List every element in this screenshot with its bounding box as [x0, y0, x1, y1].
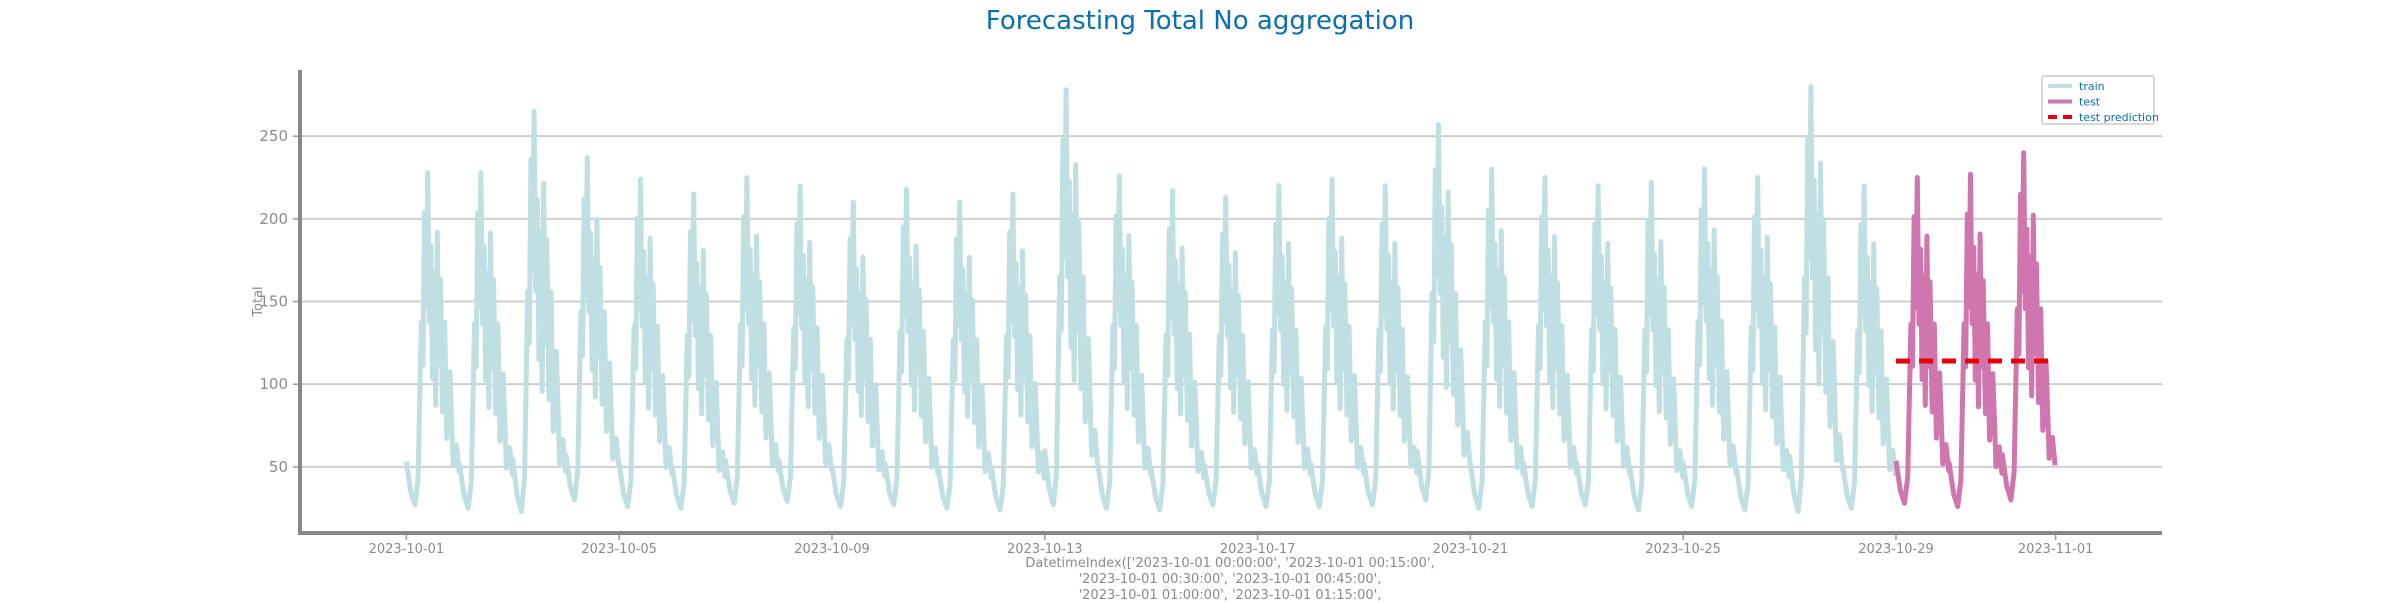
legend-label: test prediction: [2079, 111, 2159, 124]
y-tick-label: 250: [259, 127, 288, 145]
x-tick-label: 2023-10-17: [1220, 542, 1296, 557]
y-tick-label: 150: [259, 293, 288, 311]
x-tick-label: 2023-10-01: [369, 542, 445, 557]
x-axis-label-line-1: DatetimeIndex(['2023-10-01 00:00:00', '2…: [1025, 556, 1435, 571]
test-line: [1893, 150, 2058, 509]
chart-title: Forecasting Total No aggregation: [985, 6, 1415, 36]
legend-label: test: [2079, 96, 2101, 109]
x-tick-label: 2023-10-09: [794, 542, 870, 557]
x-tick-label: 2023-10-29: [1858, 542, 1934, 557]
x-axis-label-line-3: '2023-10-01 01:00:00', '2023-10-01 01:15…: [1078, 588, 1382, 603]
x-tick-label: 2023-10-25: [1645, 542, 1721, 557]
x-tick-label: 2023-10-21: [1433, 542, 1509, 557]
x-tick-label: 2023-11-01: [2018, 542, 2094, 557]
x-axis-label-line-2: '2023-10-01 00:30:00', '2023-10-01 00:45…: [1078, 572, 1382, 587]
y-tick-label: 100: [259, 375, 288, 393]
legend-label: train: [2079, 80, 2105, 93]
x-tick-label: 2023-10-13: [1007, 542, 1083, 557]
train-line: [403, 84, 1898, 514]
y-tick-label: 50: [269, 458, 288, 476]
y-axis-label: Total: [251, 286, 266, 317]
x-tick-label: 2023-10-05: [581, 542, 657, 557]
y-tick-label: 200: [259, 210, 288, 228]
